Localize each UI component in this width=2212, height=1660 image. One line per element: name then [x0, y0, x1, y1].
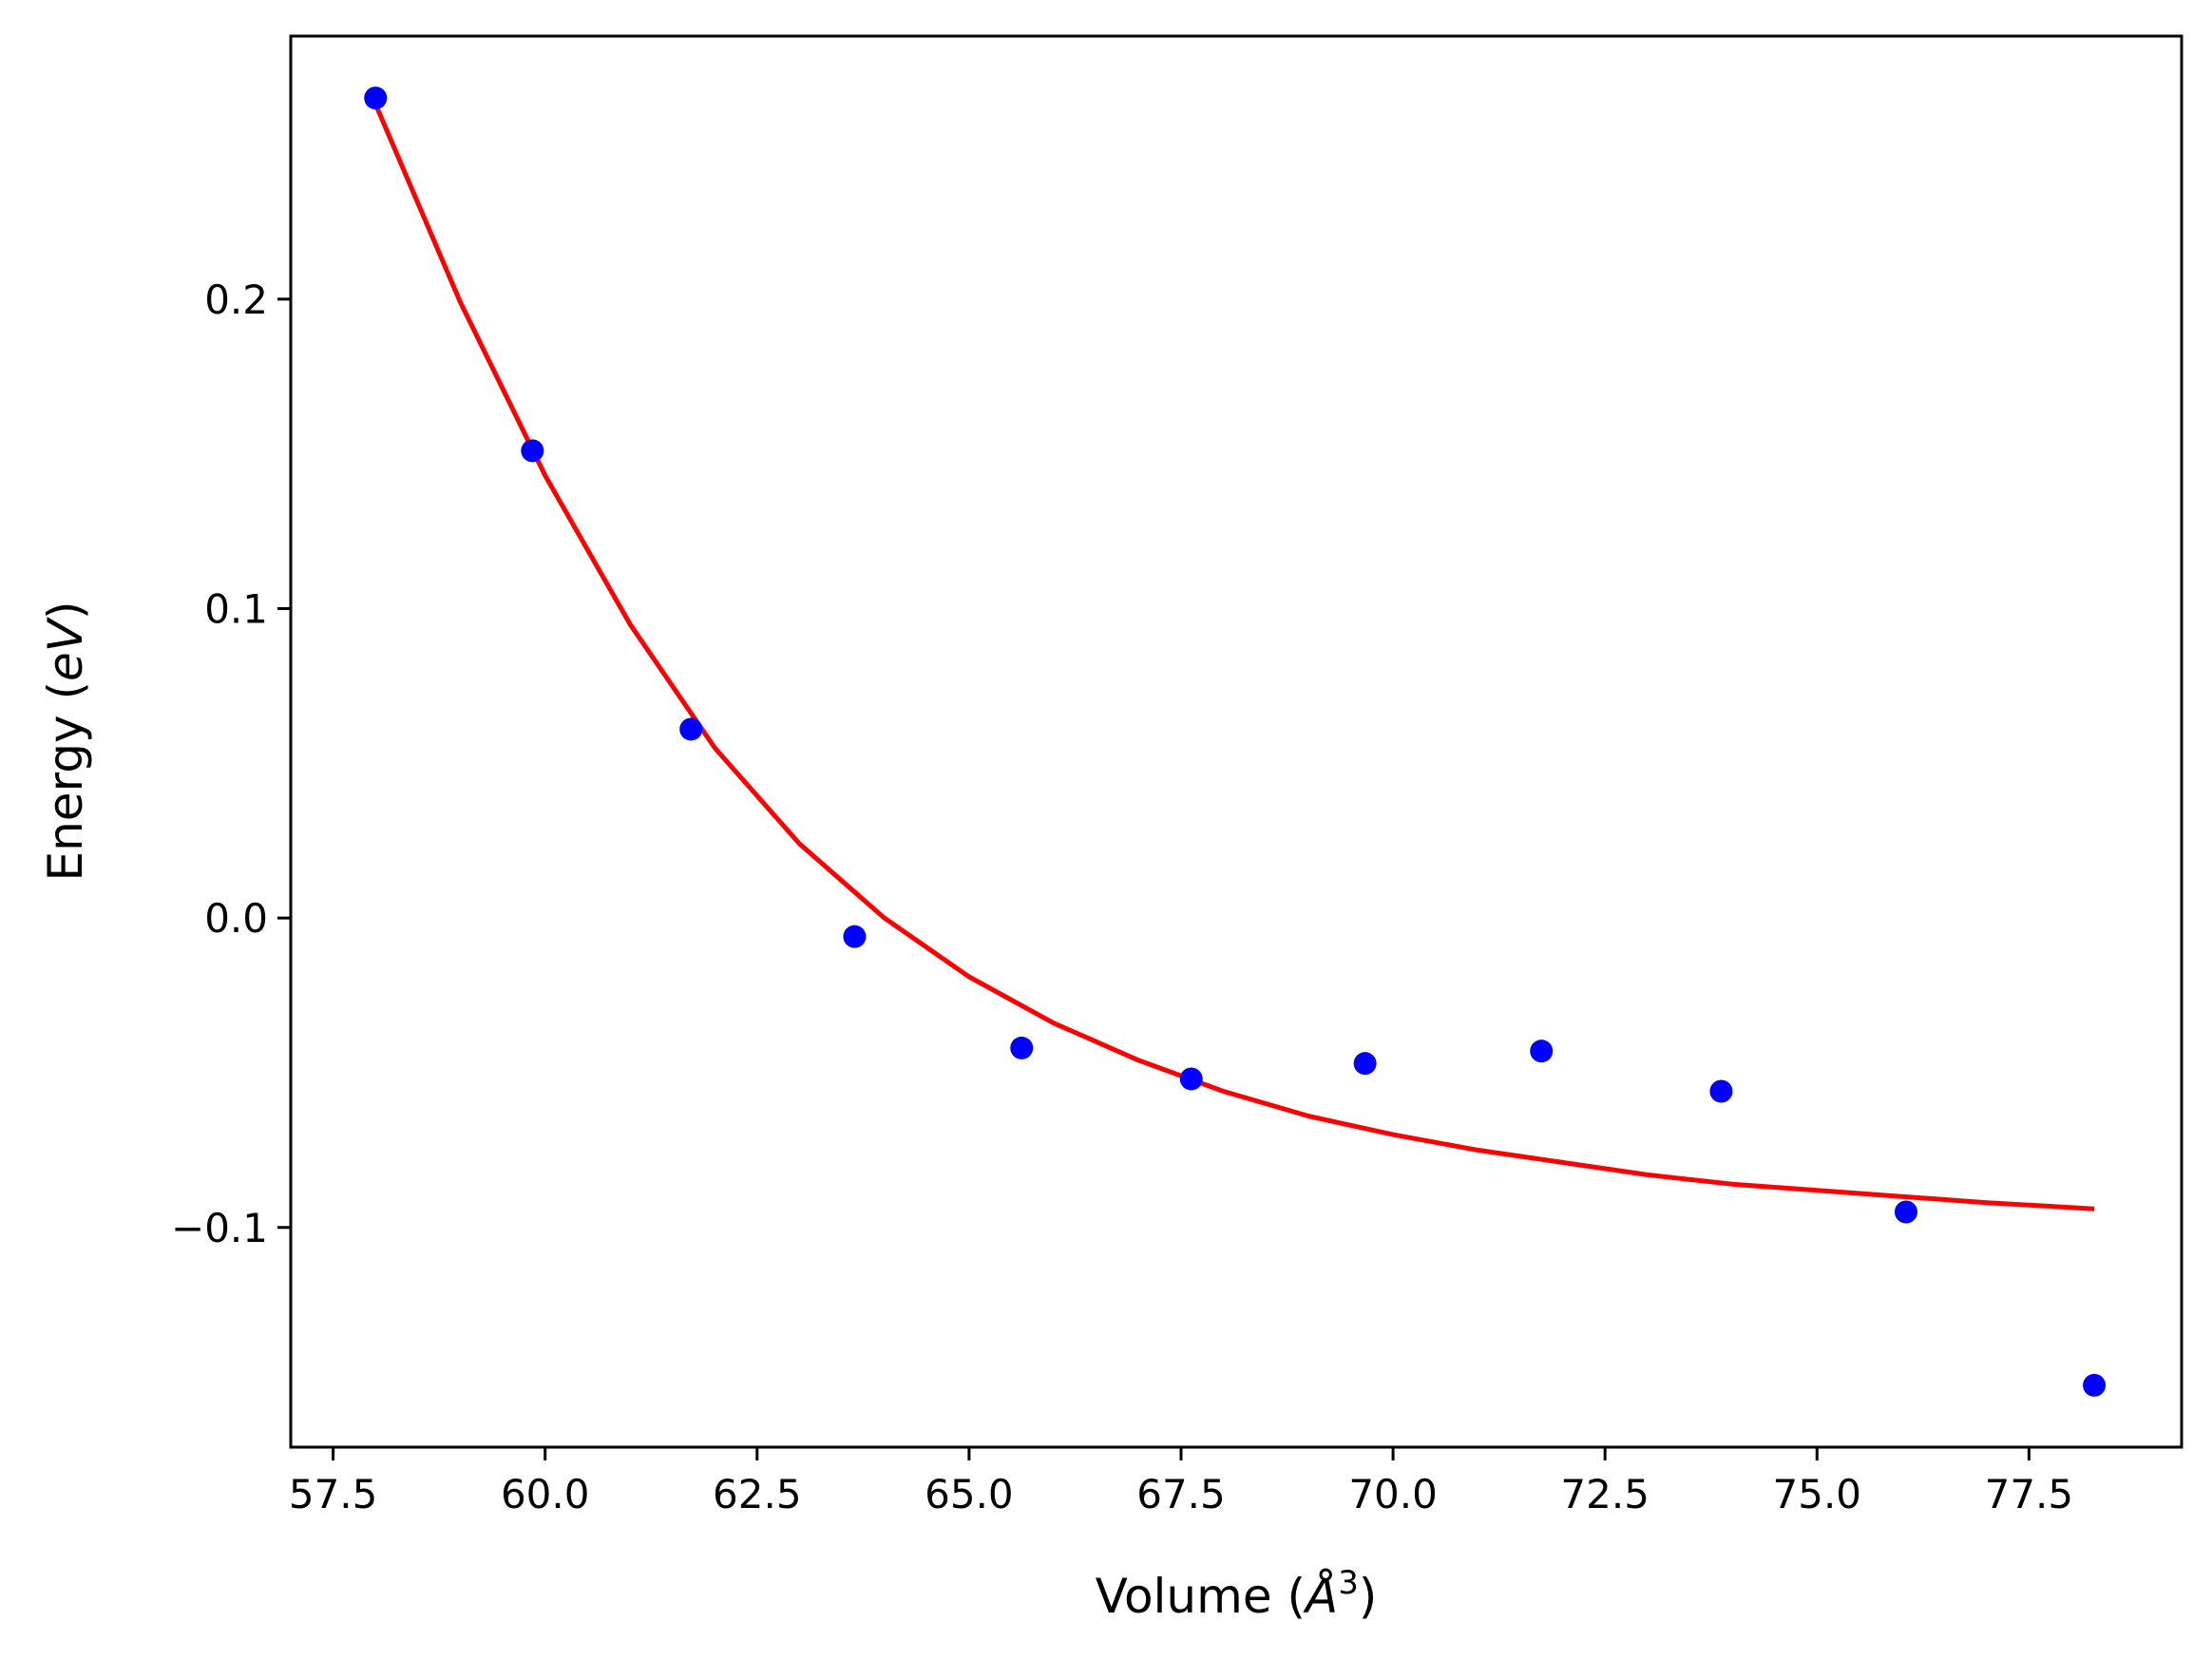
y-tick-label: 0.1 — [204, 585, 268, 632]
data-point — [2083, 1373, 2107, 1397]
data-point — [843, 925, 867, 948]
x-tick-label: 60.0 — [501, 1471, 590, 1517]
x-tick-label: 77.5 — [1985, 1471, 2074, 1517]
x-tick-label: 67.5 — [1136, 1471, 1226, 1517]
data-point — [1353, 1052, 1377, 1076]
data-point — [1530, 1040, 1554, 1063]
data-point — [1894, 1200, 1917, 1224]
data-point — [1709, 1079, 1733, 1103]
y-tick-label: −0.1 — [171, 1205, 268, 1251]
plot-frame — [289, 34, 2183, 1449]
y-tick-label: 0.2 — [204, 277, 268, 323]
data-point — [1179, 1067, 1203, 1091]
data-point — [521, 439, 544, 463]
fit-curve — [372, 103, 2095, 1212]
x-axis-label: Volume (Å3) — [1096, 1564, 1378, 1624]
y-tick-label: 0.0 — [204, 895, 268, 942]
x-axis: 57.5 60.0 62.5 65.0 67.5 70.0 72.5 75.0 77.5 — [289, 1447, 2073, 1517]
x-tick-label: 62.5 — [713, 1471, 802, 1517]
data-point — [679, 717, 703, 741]
y-axis: −0.1 0.0 0.1 0.2 — [171, 277, 291, 1251]
x-tick-label: 72.5 — [1560, 1471, 1649, 1517]
x-tick-label: 70.0 — [1348, 1471, 1438, 1517]
x-tick-label: 65.0 — [925, 1471, 1014, 1517]
x-tick-label: 75.0 — [1773, 1471, 1862, 1517]
x-tick-label: 57.5 — [289, 1471, 378, 1517]
data-point — [1010, 1036, 1034, 1059]
data-point — [364, 86, 388, 110]
plot-content — [364, 86, 2107, 1397]
y-axis-label: Energy (eV) — [38, 601, 93, 882]
